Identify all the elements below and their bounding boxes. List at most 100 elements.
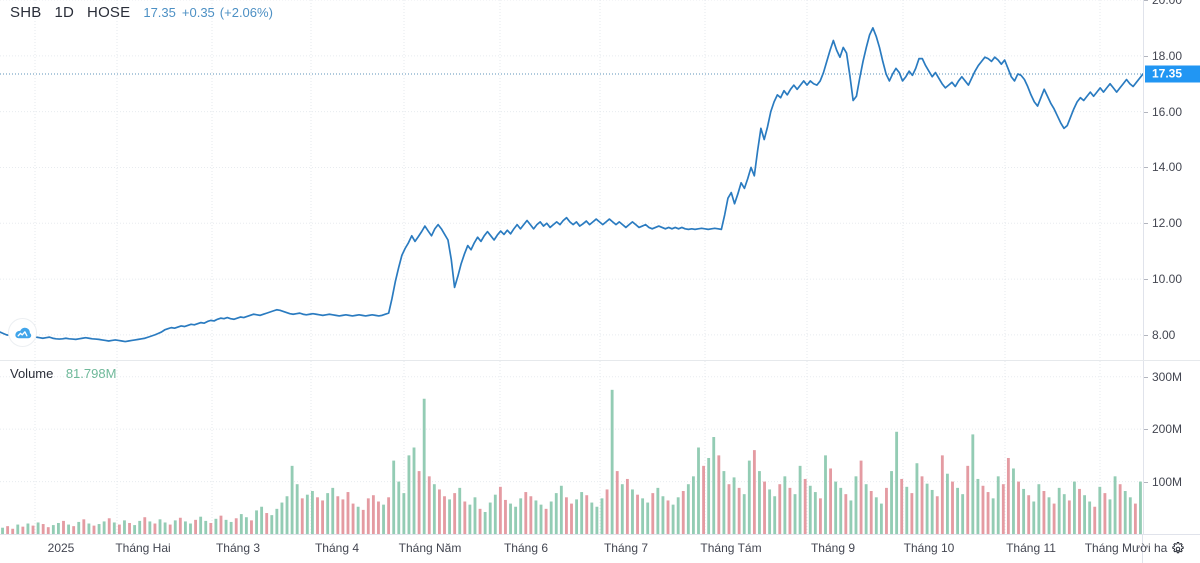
- volume-legend[interactable]: Volume 81.798M: [10, 365, 116, 383]
- volume-bar: [397, 481, 401, 534]
- volume-bar: [646, 502, 650, 534]
- gear-icon[interactable]: [1169, 540, 1187, 558]
- volume-bar: [580, 492, 584, 534]
- volume-bar: [565, 497, 568, 534]
- volume-bar: [549, 501, 553, 534]
- volume-bar: [194, 519, 197, 534]
- volume-bar: [793, 494, 797, 534]
- volume-bar: [443, 496, 446, 534]
- volume-bar: [128, 522, 131, 534]
- volume-bar: [854, 476, 858, 534]
- volume-bar: [1123, 491, 1127, 534]
- volume-bar: [956, 487, 959, 534]
- volume-bar: [239, 514, 243, 534]
- volume-pane[interactable]: [0, 361, 1143, 534]
- time-scale[interactable]: 2025 Tháng Hai Tháng 3 Tháng 4 Tháng Năm Thán…: [0, 534, 1200, 563]
- tradingview-logo-icon[interactable]: [8, 318, 37, 347]
- volume-bar: [1, 527, 4, 534]
- volume-bar: [783, 476, 787, 534]
- volume-bar: [661, 496, 665, 534]
- volume-bar: [173, 520, 177, 534]
- volume-bar: [371, 495, 375, 534]
- volume-bar: [1108, 499, 1112, 534]
- volume-bar: [234, 518, 238, 534]
- volume-bar: [915, 463, 919, 534]
- volume-bar: [1037, 484, 1041, 534]
- volume-bar: [651, 493, 655, 534]
- volume-bar: [107, 518, 111, 534]
- volume-bar: [946, 473, 949, 534]
- volume-bar: [300, 498, 304, 534]
- legend-symbol[interactable]: SHB: [10, 4, 42, 21]
- volume-bar: [727, 484, 731, 534]
- volume-bar: [575, 499, 578, 534]
- price-scale-label: 18.00: [1152, 48, 1183, 63]
- volume-bar: [67, 524, 70, 534]
- volume-bar: [844, 494, 848, 534]
- volume-bar: [432, 484, 436, 534]
- volume-bar: [438, 489, 441, 534]
- chart-legend[interactable]: SHB 1D HOSE 17.35 +0.35 (+2.06%): [10, 4, 273, 21]
- volume-bar: [97, 524, 101, 534]
- volume-bar: [544, 508, 548, 534]
- price-plot: [0, 0, 1143, 360]
- price-scale-tick: [1144, 167, 1148, 169]
- volume-bar: [900, 478, 904, 534]
- volume-bar: [1088, 501, 1092, 534]
- volume-bar: [36, 522, 40, 534]
- current-price-badge[interactable]: 17.35: [1145, 65, 1200, 83]
- volume-bar: [559, 485, 563, 534]
- volume-bar: [382, 504, 385, 534]
- volume-bar: [752, 450, 756, 534]
- volume-legend-title: Volume: [10, 366, 54, 381]
- volume-bar: [971, 434, 975, 534]
- volume-bar: [702, 465, 705, 534]
- volume-bar: [763, 481, 766, 534]
- volume-bar: [1042, 491, 1046, 534]
- volume-bar: [1118, 484, 1122, 534]
- logo-glyph: [15, 327, 32, 339]
- volume-scale-label: 100M: [1152, 474, 1183, 489]
- volume-bar: [356, 506, 360, 534]
- volume-bar: [321, 500, 324, 534]
- volume-bar: [905, 486, 909, 534]
- volume-bar: [869, 491, 873, 534]
- volume-bar: [986, 492, 990, 534]
- volume-bar: [1083, 495, 1086, 534]
- price-scale[interactable]: 20.00 18.00 16.00 14.00 12.00 10.00 8.00 17.35: [1143, 0, 1200, 360]
- volume-bar: [879, 503, 883, 534]
- volume-bar: [244, 517, 248, 534]
- volume-bar: [112, 522, 116, 534]
- time-scale-label: Tháng 10: [903, 541, 955, 555]
- volume-bar: [26, 523, 30, 534]
- legend-exchange[interactable]: HOSE: [87, 4, 131, 21]
- volume-bar: [326, 493, 330, 534]
- price-scale-label: 20.00: [1152, 0, 1183, 7]
- time-scale-label: Tháng 6: [503, 541, 549, 555]
- volume-bar: [77, 521, 81, 534]
- volume-bar: [935, 496, 939, 534]
- volume-bar: [590, 502, 594, 534]
- volume-bar: [585, 495, 589, 534]
- volume-bar: [874, 497, 878, 534]
- volume-bar: [1103, 493, 1107, 534]
- volume-bar: [1073, 481, 1076, 534]
- volume-scale[interactable]: 300M 200M 100M: [1143, 361, 1200, 534]
- legend-last-price: 17.35: [143, 5, 176, 20]
- volume-bar: [1017, 481, 1020, 534]
- volume-bar: [1139, 481, 1142, 534]
- volume-bar: [448, 499, 451, 534]
- volume-bar: [631, 489, 634, 534]
- volume-bar: [885, 487, 888, 534]
- legend-interval[interactable]: 1D: [54, 4, 75, 21]
- volume-bar: [148, 521, 152, 534]
- volume-bar: [46, 527, 50, 534]
- volume-bar: [595, 506, 599, 534]
- time-scale-label: Tháng 3: [215, 541, 261, 555]
- volume-bar: [478, 508, 482, 534]
- volume-bar: [570, 503, 573, 534]
- price-pane[interactable]: [0, 0, 1143, 360]
- volume-bar: [417, 471, 421, 534]
- volume-bar: [1062, 494, 1066, 534]
